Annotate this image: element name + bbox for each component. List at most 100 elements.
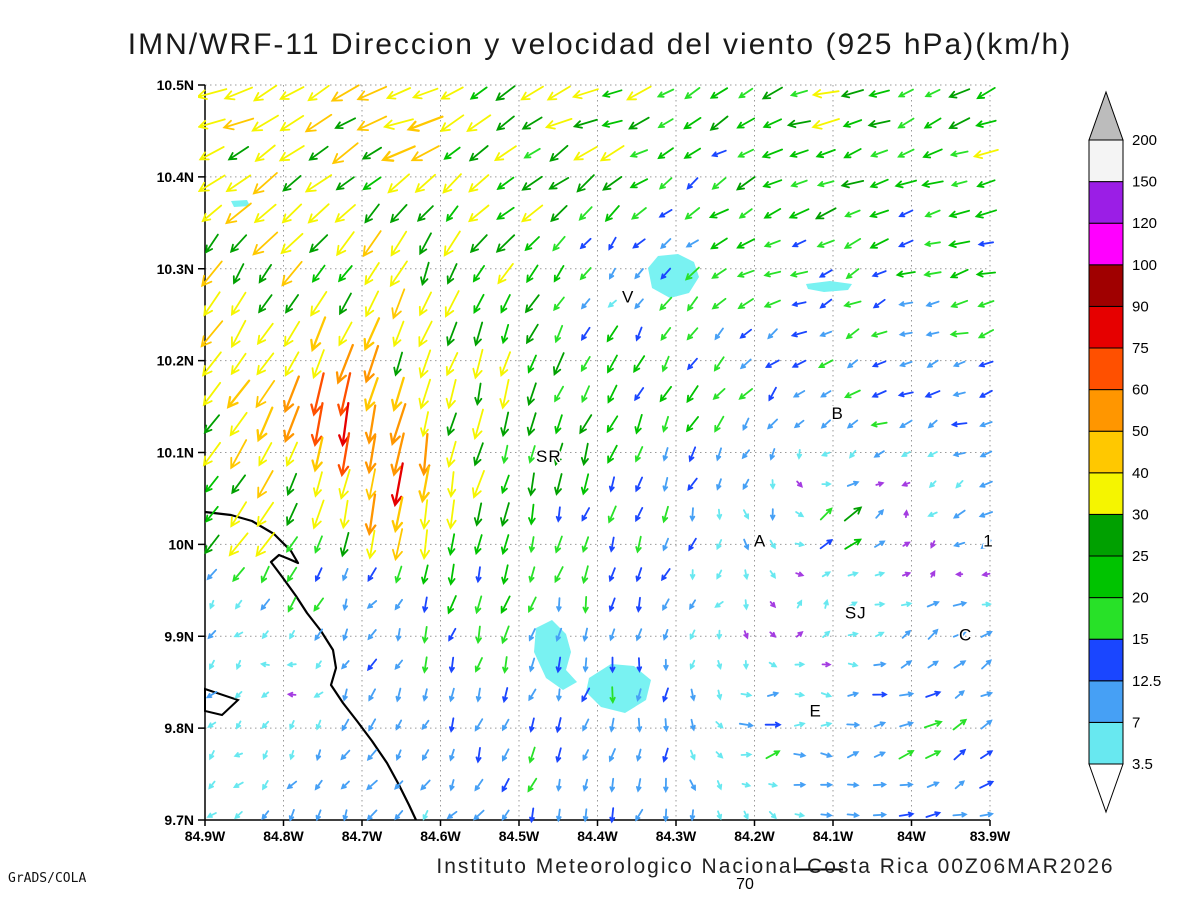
wind-arrow [925,750,942,759]
wind-arrow [606,415,619,434]
wind-arrow [252,231,279,256]
wind-arrow [977,241,994,247]
wind-arrow [900,601,913,607]
wind-arrow [528,503,536,526]
wind-arrow [449,717,455,733]
wind-arrow [763,239,781,248]
wind-arrow [608,267,616,280]
wind-arrow [761,148,783,159]
lon-tick-label: 83.9W [970,828,1011,844]
lon-tick-label: 84.5W [499,828,540,844]
wind-arrow [443,146,461,160]
wind-arrow [315,809,322,822]
wind-arrow [607,384,618,404]
wind-arrow [445,379,457,410]
wind-arrow [552,235,566,252]
wind-arrow [635,808,644,822]
wind-arrow [313,471,323,498]
wind-arrow [304,174,333,193]
wind-arrow [899,691,915,697]
wind-arrow [341,718,350,732]
colorbar-label: 150 [1132,174,1157,191]
wind-arrow [368,688,376,702]
wind-arrow [796,480,803,488]
wind-arrow [635,535,642,554]
wind-arrow [898,750,915,760]
wind-arrow [819,538,834,550]
wind-arrow [635,326,643,342]
wind-arrow [898,331,913,337]
wind-arrow [684,207,701,220]
wind-arrow [981,601,992,608]
wind-arrow [686,357,698,371]
wind-arrow [872,691,888,698]
wind-arrow [848,601,858,608]
wind-arrow [980,691,994,697]
wind-arrow [394,780,404,790]
calm-wind-patch [806,281,852,292]
wind-arrow [555,747,562,764]
wind-arrow [842,119,863,128]
wind-arrow [364,203,380,224]
wind-arrow [315,749,322,762]
lat-tick-label: 9.8N [164,720,194,736]
wind-arrow [847,661,859,668]
wind-arrow [980,539,992,550]
wind-arrow [362,176,382,191]
wind-arrow [521,204,544,223]
wind-arrow [952,630,968,638]
wind-arrow [873,450,885,458]
colorbar-label: 7 [1132,714,1140,731]
wind-arrow [257,470,274,499]
lat-tick-label: 10.2N [157,353,194,369]
wind-arrow [501,444,509,465]
wind-arrow [629,149,648,158]
wind-arrow [626,85,652,101]
wind-arrow [314,628,323,642]
wind-arrow [769,508,776,522]
wind-arrow [743,569,749,581]
wind-arrow [979,450,993,458]
wind-arrow [313,597,324,612]
wind-arrow [635,567,643,583]
wind-arrow [208,780,216,790]
wind-arrow [821,481,832,487]
wind-arrow [200,320,224,348]
wind-arrow [823,598,829,609]
wind-arrow [607,354,618,374]
wind-arrow [636,596,642,613]
wind-arrow [472,348,484,380]
wind-arrow [284,351,300,377]
wind-arrow [422,688,428,702]
wind-arrow [526,412,537,437]
wind-arrow [258,264,272,284]
wind-arrow [313,691,324,698]
wind-arrow [796,449,803,460]
wind-arrow [658,177,673,190]
wind-arrow [737,148,754,158]
wind-arrow [870,421,888,428]
wind-arrow [473,442,484,467]
wind-arrow [528,566,536,584]
wind-arrow [202,381,222,407]
wind-arrow [635,688,642,702]
wind-arrow [315,660,322,670]
wind-arrow [389,204,408,224]
wind-arrow [811,89,840,99]
wind-arrow [847,571,859,577]
wind-arrow [871,360,887,368]
wind-arrow [526,382,537,407]
wind-arrow [636,717,643,733]
wind-arrow [368,718,377,732]
wind-arrow [389,403,407,446]
wind-arrow [899,721,915,728]
wind-arrow [661,568,671,582]
wind-arrow [448,656,455,674]
wind-arrow [662,629,669,641]
wind-arrow [981,571,991,577]
wind-arrow [923,117,942,129]
wind-arrow [230,439,248,470]
wind-arrow [422,656,429,674]
wind-arrow [948,209,970,219]
